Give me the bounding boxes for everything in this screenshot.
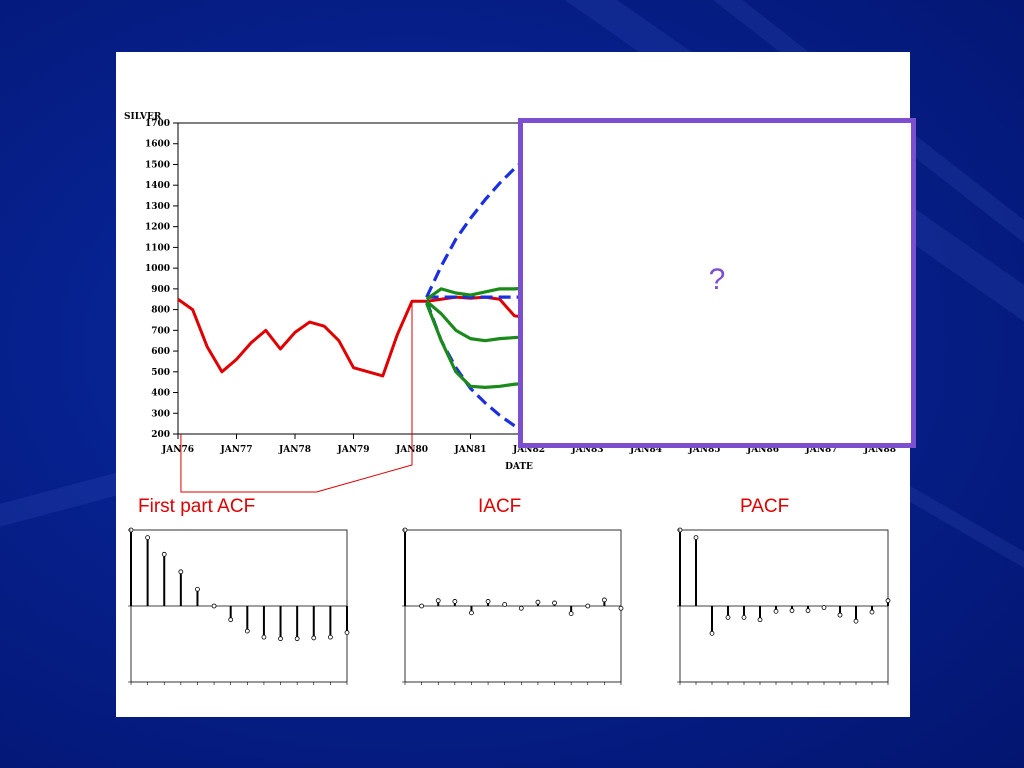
iacf-point-lag-6 — [502, 602, 508, 607]
pacf-point-lag-1 — [693, 535, 699, 540]
y-tick-label-1700: 1700 — [145, 119, 170, 129]
acf-point-lag-13 — [344, 630, 350, 635]
acf-point-lag-3 — [178, 569, 184, 575]
y-tick-label-1100: 1100 — [145, 243, 170, 253]
y-tick-label-1300: 1300 — [145, 202, 170, 212]
iacf-point-lag-12 — [601, 597, 607, 603]
pacf-point-lag-8 — [805, 608, 811, 613]
x-axis-label: DATE — [505, 462, 533, 472]
y-tick-label-400: 400 — [151, 389, 170, 399]
x-tick-label-JAN81: JAN81 — [454, 445, 487, 455]
x-tick-label-JAN78: JAN78 — [278, 445, 311, 455]
pacf-label: PACF — [740, 496, 790, 517]
iacf-point-lag-7 — [518, 605, 524, 611]
first-part-bracket-right — [316, 301, 413, 493]
iacf-point-lag-11 — [585, 603, 591, 609]
iacf-label: IACF — [478, 496, 522, 517]
first-part-acf-label: First part ACF — [138, 496, 256, 517]
pacf-point-lag-5 — [757, 617, 763, 623]
y-tick-label-1400: 1400 — [145, 181, 170, 191]
y-tick-label-200: 200 — [151, 430, 170, 440]
y-tick-label-1500: 1500 — [145, 160, 170, 170]
pacf-point-lag-10 — [837, 612, 843, 618]
series-simulated-path-1 — [425, 286, 530, 301]
pacf-point-lag-11 — [853, 618, 859, 624]
acf-point-lag-6 — [228, 617, 234, 623]
acf-point-lag-8 — [261, 634, 267, 640]
series-forecast-confidence-upper — [425, 154, 531, 298]
y-tick-label-700: 700 — [151, 326, 170, 336]
y-tick-label-500: 500 — [151, 368, 170, 378]
series-forecast-confidence-lower — [425, 300, 530, 436]
iacf-point-lag-1 — [419, 603, 425, 609]
x-tick-label-JAN85: JAN85 — [688, 445, 721, 455]
acf-point-lag-12 — [327, 634, 333, 640]
iacf-point-lag-13 — [618, 605, 624, 611]
y-tick-label-800: 800 — [151, 306, 170, 316]
pacf-point-lag-9 — [821, 605, 827, 610]
pacf-point-lag-13 — [885, 598, 891, 604]
acf-point-lag-11 — [311, 635, 317, 641]
iacf-point-lag-10 — [568, 611, 574, 616]
y-tick-label-900: 900 — [151, 285, 170, 295]
acf-point-lag-2 — [161, 551, 167, 557]
hidden-forecast-box: ? — [518, 118, 916, 448]
x-tick-label-JAN76: JAN76 — [161, 445, 194, 455]
y-tick-label-300: 300 — [151, 409, 170, 419]
x-tick-label-JAN86: JAN86 — [746, 445, 779, 455]
pacf-point-lag-12 — [869, 609, 875, 615]
iacf-point-lag-5 — [485, 599, 491, 604]
y-tick-label-1200: 1200 — [145, 223, 170, 233]
acf-point-lag-10 — [294, 636, 300, 642]
x-tick-label-JAN83: JAN83 — [571, 445, 604, 455]
series-simulated-path-3 — [425, 302, 530, 389]
y-tick-label-1600: 1600 — [145, 140, 170, 150]
x-tick-label-JAN79: JAN79 — [337, 445, 370, 455]
acf-point-lag-1 — [145, 535, 151, 540]
y-tick-label-1000: 1000 — [145, 264, 170, 274]
x-tick-label-JAN88: JAN88 — [863, 445, 896, 455]
x-tick-label-JAN77: JAN77 — [220, 445, 253, 455]
iacf-point-lag-3 — [452, 599, 458, 604]
series-observed — [177, 295, 530, 378]
acf-point-lag-7 — [244, 628, 250, 634]
iacf-point-lag-8 — [535, 599, 541, 605]
series-simulated-path-2 — [425, 300, 530, 343]
acf-point-lag-4 — [195, 586, 200, 592]
y-tick-label-600: 600 — [151, 347, 170, 357]
iacf-point-lag-4 — [469, 610, 474, 616]
x-tick-label-JAN87: JAN87 — [805, 445, 838, 455]
acf-point-lag-9 — [278, 636, 283, 642]
x-tick-label-JAN82: JAN82 — [512, 445, 545, 455]
iacf-point-lag-2 — [435, 598, 441, 604]
pacf-point-lag-2 — [709, 630, 715, 636]
x-tick-label-JAN84: JAN84 — [629, 445, 662, 455]
pacf-point-lag-7 — [789, 608, 795, 613]
first-part-bracket-left — [180, 434, 317, 493]
y-axis-label: SILVER — [124, 112, 162, 122]
iacf-point-lag-9 — [552, 600, 557, 606]
pacf-point-lag-3 — [725, 615, 731, 620]
pacf-point-lag-6 — [773, 608, 779, 614]
question-mark: ? — [708, 263, 726, 296]
pacf-point-lag-4 — [741, 615, 747, 620]
acf-point-lag-5 — [211, 603, 217, 609]
